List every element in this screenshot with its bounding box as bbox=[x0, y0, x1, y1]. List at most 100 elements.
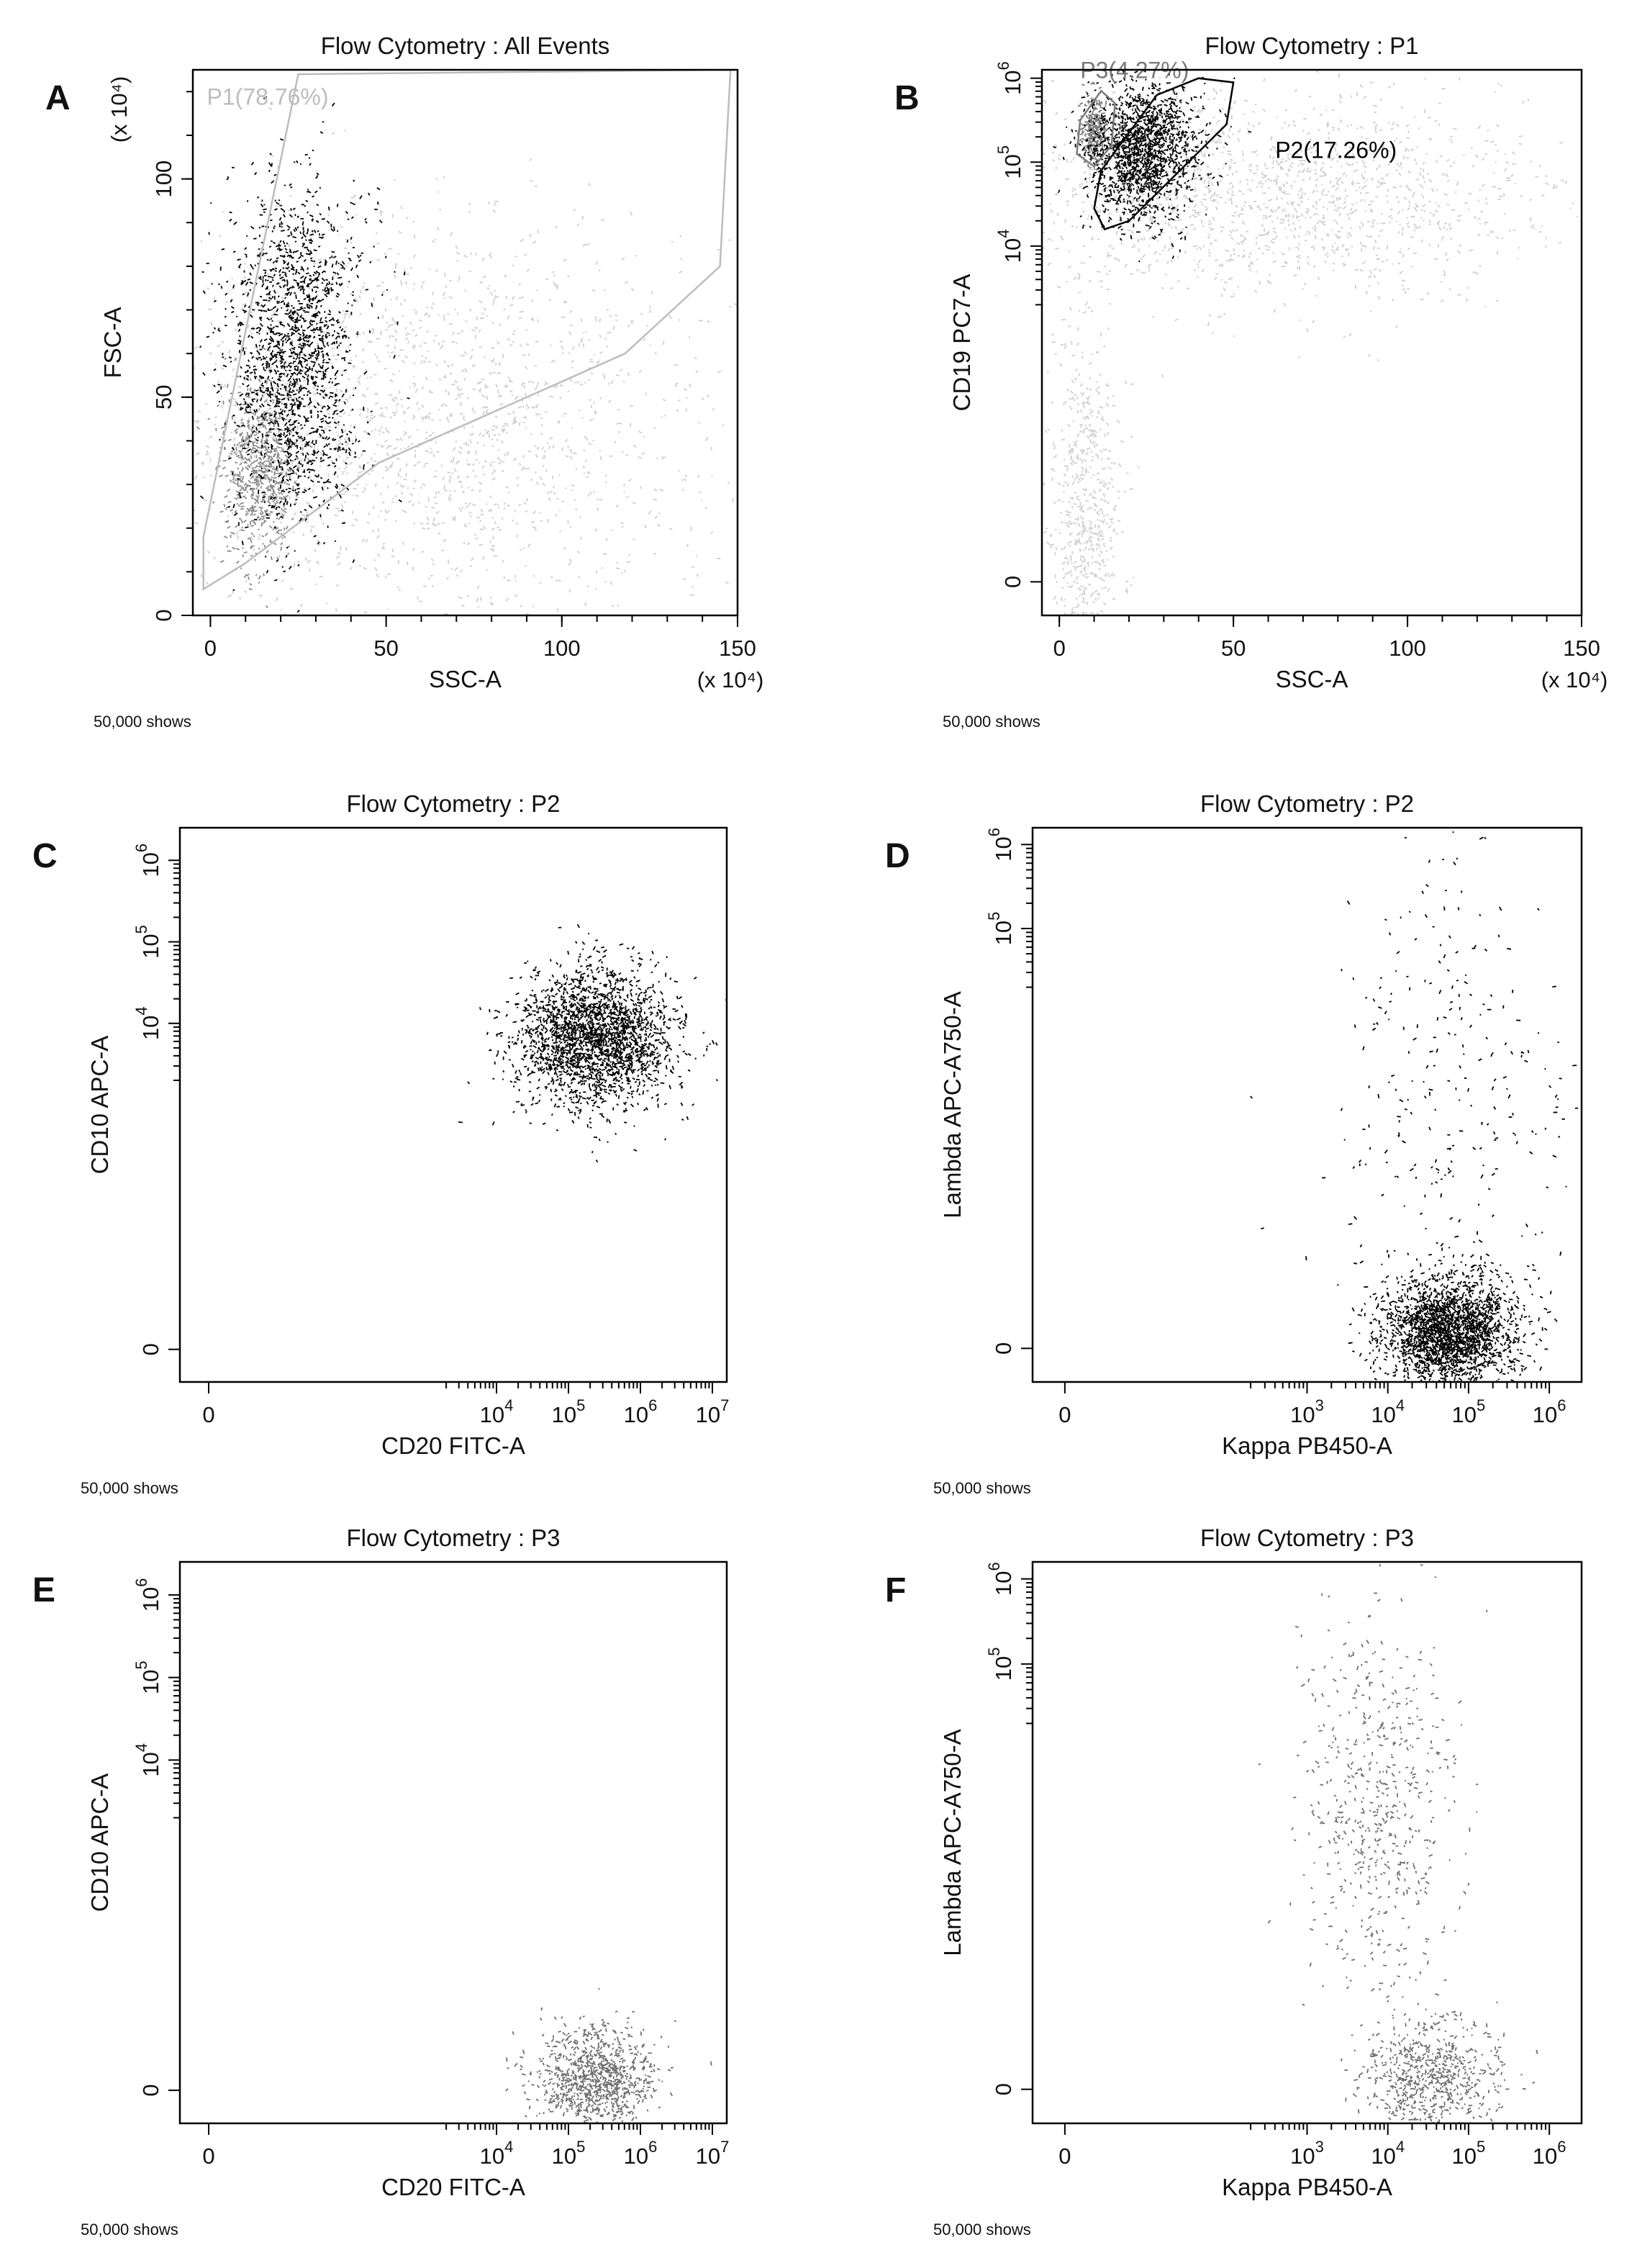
x-tick-label: 105 bbox=[552, 2138, 586, 2169]
chart-title: Flow Cytometry : P3 bbox=[1200, 1524, 1414, 1551]
event-dots bbox=[1258, 1563, 1488, 2062]
y-tick-label: 104 bbox=[994, 230, 1025, 263]
x-tick-label: 104 bbox=[480, 1396, 514, 1427]
gate-p3 bbox=[1076, 89, 1116, 168]
event-dots bbox=[1077, 81, 1110, 171]
y-tick-label: 50 bbox=[151, 385, 176, 410]
y-axis: 0 104 105 106 bbox=[132, 844, 180, 1355]
x-tick-label: 0 bbox=[1053, 636, 1066, 661]
plot-area bbox=[458, 923, 727, 1163]
plot-frame bbox=[1040, 68, 1583, 617]
panel-letter: C bbox=[32, 837, 58, 875]
chart-title: Flow Cytometry : All Events bbox=[321, 32, 610, 59]
x-tick-label: 50 bbox=[1221, 636, 1246, 661]
x-axis-label: Kappa PB450-A bbox=[1222, 2174, 1392, 2200]
x-tick-label: 107 bbox=[696, 2138, 730, 2169]
x-tick-label: 106 bbox=[1533, 2138, 1566, 2169]
y-axis-label: Lambda APC-A750-A bbox=[939, 991, 966, 1219]
chart-panel-e: E Flow Cytometry : P3 0 104 105 106 107 0 104 105… bbox=[32, 1524, 729, 2238]
events-shown-caption: 50,000 shows bbox=[933, 2220, 1031, 2238]
panel-letter: D bbox=[885, 837, 910, 875]
x-tick-label: 104 bbox=[1371, 1396, 1405, 1427]
x-axis-label: Kappa PB450-A bbox=[1222, 1432, 1392, 1459]
event-population bbox=[193, 96, 410, 615]
y-axis: 0 104 105 106 bbox=[132, 1578, 180, 2097]
x-tick-label: 0 bbox=[1058, 1402, 1071, 1427]
gate-label-p1: P1(78.76%) bbox=[207, 84, 329, 110]
x-tick-label: 105 bbox=[1452, 2138, 1486, 2169]
plot-frame bbox=[178, 1560, 728, 2125]
y-axis: 0 104 105 106 bbox=[994, 61, 1042, 588]
x-axis: 0 104 105 106 107 bbox=[202, 1382, 729, 1427]
chart-title: Flow Cytometry : P3 bbox=[346, 1524, 560, 1551]
plot-area bbox=[1042, 70, 1579, 615]
y-tick-label: 105 bbox=[994, 145, 1025, 179]
y-axis: 0 50 100 bbox=[151, 91, 193, 622]
y-tick-label: 106 bbox=[132, 844, 163, 877]
event-dots bbox=[458, 923, 727, 1163]
y-axis: 0 105 106 bbox=[985, 1562, 1033, 2095]
event-population bbox=[1341, 1979, 1538, 2123]
x-tick-label: 100 bbox=[543, 636, 581, 661]
y-axis-label: CD19 PC7-A bbox=[948, 274, 975, 412]
y-tick-label: 106 bbox=[985, 828, 1016, 862]
event-dots bbox=[1341, 1979, 1538, 2123]
x-tick-label: 106 bbox=[624, 2138, 658, 2169]
panel-letter: B bbox=[894, 79, 920, 117]
chart-title: Flow Cytometry : P2 bbox=[1200, 790, 1414, 817]
gate-p2 bbox=[1093, 77, 1235, 231]
x-tick-label: 150 bbox=[719, 636, 756, 661]
y-axis-label: CD10 APC-A bbox=[86, 1774, 113, 1912]
chart-panel-d: D Flow Cytometry : P2 0 103 104 105 106 0 105 106… bbox=[885, 790, 1583, 1497]
gate-p1 bbox=[202, 70, 732, 591]
y-tick-label: 106 bbox=[994, 61, 1025, 95]
events-shown-caption: 50,000 shows bbox=[81, 1479, 178, 1497]
x-axis: 0 50 100 150 bbox=[204, 615, 756, 661]
event-dots bbox=[505, 1987, 712, 2123]
x-tick-label: 0 bbox=[204, 636, 217, 661]
y-tick-label: 0 bbox=[151, 609, 176, 621]
event-dots bbox=[1042, 70, 1579, 378]
plot-area bbox=[1258, 1563, 1538, 2123]
panel-letter: A bbox=[45, 79, 71, 117]
chart-title: Flow Cytometry : P2 bbox=[346, 790, 560, 817]
plot-area bbox=[193, 70, 738, 615]
event-population bbox=[505, 1987, 712, 2123]
chart-panel-a: A Flow Cytometry : All Events P1(78.76%) 0 5… bbox=[45, 32, 763, 731]
events-shown-caption: 50,000 shows bbox=[94, 713, 191, 731]
events-shown-caption: 50,000 shows bbox=[943, 713, 1040, 731]
event-population bbox=[1336, 1241, 1558, 1382]
event-dots bbox=[193, 107, 738, 615]
y-tick-label: 106 bbox=[985, 1562, 1016, 1596]
y-tick-label: 0 bbox=[991, 1342, 1016, 1355]
x-axis-label: CD20 FITC-A bbox=[381, 1432, 525, 1459]
plot-frame bbox=[1031, 826, 1583, 1383]
events-shown-caption: 50,000 shows bbox=[933, 1479, 1031, 1497]
x-tick-label: 107 bbox=[696, 1396, 730, 1427]
x-tick-label: 105 bbox=[1452, 1396, 1486, 1427]
event-population bbox=[1042, 256, 1140, 615]
x-tick-label: 105 bbox=[552, 1396, 586, 1427]
x-axis-label: SSC-A bbox=[429, 666, 502, 692]
event-dots bbox=[1250, 828, 1579, 1381]
event-population bbox=[1258, 1563, 1488, 2062]
x-tick-label: 0 bbox=[202, 1402, 214, 1427]
x-axis: 0 103 104 105 106 bbox=[1058, 1382, 1566, 1427]
y-tick-label: 0 bbox=[138, 2084, 163, 2096]
y-tick-label: 0 bbox=[1000, 576, 1025, 588]
y-tick-label: 100 bbox=[151, 161, 176, 198]
y-tick-label: 105 bbox=[132, 925, 163, 959]
y-tick-label: 106 bbox=[132, 1578, 163, 1612]
plot-area bbox=[1250, 828, 1579, 1382]
event-population bbox=[1077, 81, 1110, 171]
x-tick-label: 106 bbox=[624, 1396, 658, 1427]
event-population bbox=[1053, 70, 1252, 263]
chart-panel-f: F Flow Cytometry : P3 0 103 104 105 106 0 105 106… bbox=[885, 1524, 1583, 2238]
x-axis: 0 103 104 105 106 bbox=[1058, 2123, 1566, 2169]
event-dots bbox=[1042, 256, 1140, 615]
plot-frame bbox=[191, 68, 739, 617]
x-tick-label: 104 bbox=[1371, 2138, 1405, 2169]
y-axis-label: CD10 APC-A bbox=[86, 1036, 113, 1175]
event-population bbox=[458, 923, 727, 1163]
